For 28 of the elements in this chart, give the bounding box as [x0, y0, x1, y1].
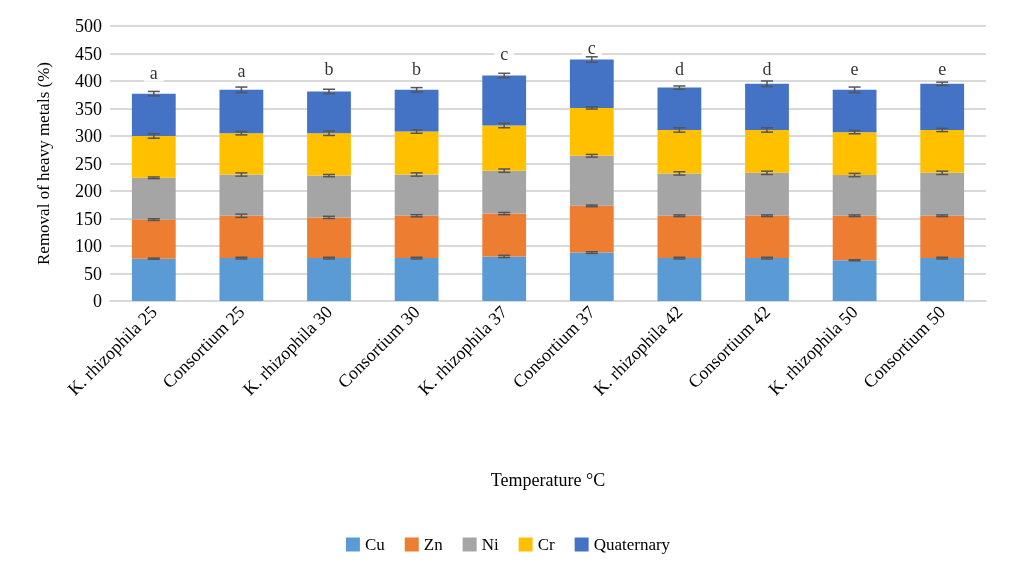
annotation: b: [324, 58, 334, 79]
y-tick-label: 500: [75, 16, 102, 36]
legend-label: Cu: [364, 535, 386, 554]
y-tick-label: 100: [75, 236, 102, 256]
annotation: b: [412, 58, 422, 79]
y-tick-label: 350: [75, 98, 102, 119]
legend-label: Zn: [423, 535, 444, 554]
legend-label: Cr: [537, 535, 555, 554]
y-tick-label: 300: [75, 126, 102, 146]
annotation: a: [149, 62, 158, 83]
annotation: a: [237, 61, 246, 82]
legend-label: Quaternary: [593, 535, 671, 554]
y-tick-label: 250: [75, 153, 102, 174]
annotation: e: [850, 58, 859, 79]
y-tick-label: 50: [84, 263, 102, 284]
annotation: c: [587, 38, 596, 58]
y-tick-label: 200: [75, 181, 102, 201]
annotation: d: [674, 58, 684, 79]
y-tick-label: 400: [75, 71, 102, 91]
annotation: e: [938, 58, 947, 79]
y-axis-title: Removal of heavy metals (%): [34, 62, 53, 265]
x-axis-title: Temperature °C: [490, 470, 606, 490]
y-tick-label: 0: [93, 291, 102, 311]
y-tick-label: 450: [75, 43, 102, 64]
annotation: c: [500, 43, 509, 64]
annotation: d: [762, 58, 772, 79]
y-tick-label: 150: [75, 208, 102, 229]
legend-label: Ni: [481, 535, 499, 554]
